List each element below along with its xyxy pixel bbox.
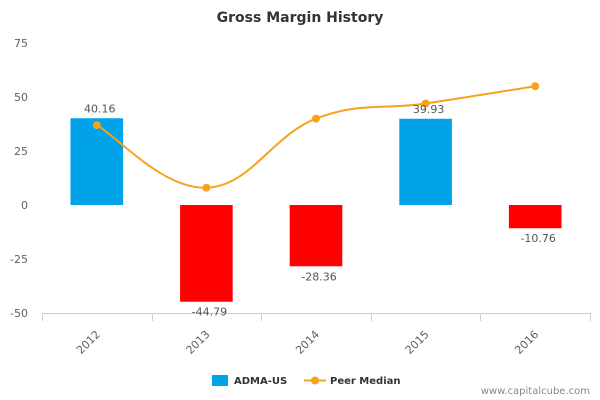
y-tick-label: 0 <box>21 199 28 212</box>
y-axis: 75 50 25 0 -25 -50 <box>10 37 28 320</box>
bar-data-label: -28.36 <box>301 270 336 283</box>
y-tick-label: -50 <box>10 307 28 320</box>
x-tick-label: 2016 <box>512 328 541 357</box>
peer-median-line <box>96 85 536 189</box>
bar <box>289 205 343 267</box>
peer-median-point <box>531 82 540 91</box>
bar <box>180 205 233 302</box>
bar-data-label: -10.76 <box>520 232 555 245</box>
legend: ADMA-US Peer Median <box>212 375 401 387</box>
y-tick-label: 50 <box>14 91 28 104</box>
y-tick-label: 25 <box>14 145 28 158</box>
x-tick-label: 2012 <box>74 328 103 357</box>
line-series <box>92 82 540 192</box>
peer-median-point <box>312 114 320 123</box>
peer-median-point <box>92 121 101 130</box>
legend-swatch-adma <box>212 375 228 386</box>
bar <box>508 205 562 229</box>
peer-median-point <box>421 99 430 108</box>
x-axis: 2012 2013 2014 2015 2016 <box>42 313 591 357</box>
bar-data-label: 39.93 <box>413 103 445 116</box>
bar-data-label: -44.79 <box>192 306 227 319</box>
data-labels: 40.16 -44.79 -28.36 39.93 -10.76 <box>84 102 556 318</box>
legend-label-peer: Peer Median <box>330 376 401 387</box>
peer-median-point <box>202 183 211 192</box>
bar-series <box>70 118 562 302</box>
legend-swatch-peer-marker <box>311 376 319 385</box>
y-tick-label: 75 <box>14 37 28 50</box>
bar-data-label: 40.16 <box>84 102 116 115</box>
x-tick-label: 2014 <box>293 328 322 357</box>
x-tick-label: 2013 <box>184 328 213 357</box>
y-tick-label: -25 <box>10 253 28 266</box>
bar <box>70 118 124 205</box>
x-tick-label: 2015 <box>403 328 432 357</box>
legend-label-adma: ADMA-US <box>234 376 287 387</box>
bar <box>399 118 452 205</box>
chart-title: Gross Margin History <box>217 10 384 26</box>
watermark: www.capitalcube.com <box>481 386 590 397</box>
